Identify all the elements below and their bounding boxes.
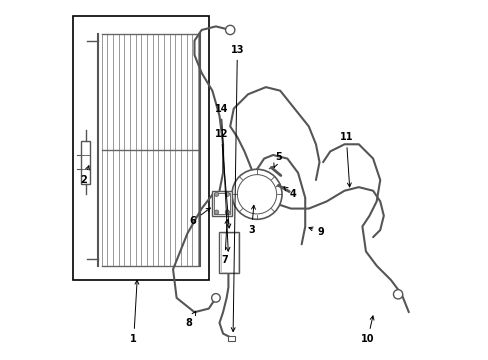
Bar bbox=[219, 232, 239, 273]
Text: 2: 2 bbox=[80, 166, 89, 185]
Circle shape bbox=[225, 210, 229, 214]
Bar bbox=[81, 141, 90, 184]
Circle shape bbox=[231, 169, 282, 219]
Text: 10: 10 bbox=[360, 316, 374, 344]
Bar bbox=[220, 233, 238, 272]
Circle shape bbox=[211, 294, 220, 302]
Text: 14: 14 bbox=[214, 104, 229, 251]
Circle shape bbox=[225, 25, 234, 35]
Text: 13: 13 bbox=[230, 45, 244, 332]
Bar bbox=[228, 337, 234, 341]
Text: 11: 11 bbox=[339, 132, 352, 187]
Circle shape bbox=[214, 210, 218, 214]
Text: 7: 7 bbox=[221, 220, 228, 265]
Text: 9: 9 bbox=[308, 227, 324, 237]
Text: 8: 8 bbox=[185, 311, 195, 328]
Text: 3: 3 bbox=[248, 205, 255, 235]
Circle shape bbox=[393, 290, 402, 299]
Text: 4: 4 bbox=[284, 187, 296, 199]
Bar bbox=[73, 16, 208, 280]
Text: 6: 6 bbox=[189, 208, 210, 226]
Circle shape bbox=[237, 175, 276, 214]
Text: 12: 12 bbox=[214, 129, 230, 228]
Text: 1: 1 bbox=[130, 280, 139, 344]
Text: 5: 5 bbox=[273, 152, 281, 167]
Bar bbox=[212, 191, 231, 216]
Bar bbox=[214, 193, 230, 214]
Circle shape bbox=[214, 192, 218, 197]
Circle shape bbox=[225, 192, 229, 197]
